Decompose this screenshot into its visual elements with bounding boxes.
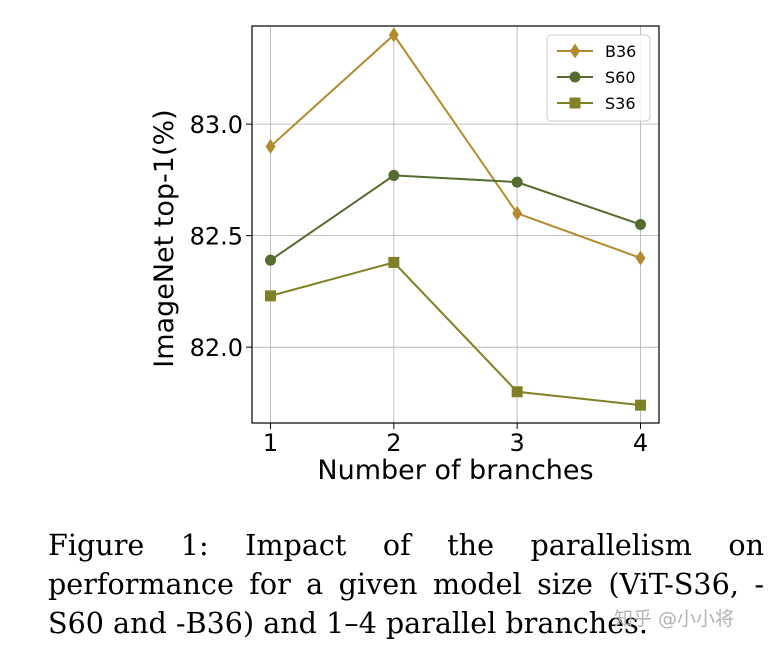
watermark: 知乎 @小小将 <box>614 608 735 630</box>
data-point-s36 <box>265 290 276 302</box>
y-axis-label: ImageNet top-1(%) <box>149 109 180 367</box>
data-point-b36 <box>635 250 646 266</box>
x-tick-label: 4 <box>633 429 648 457</box>
data-point-s60 <box>511 176 523 188</box>
y-tick-label: 82.0 <box>190 334 243 362</box>
legend-label-s60: S60 <box>605 68 636 87</box>
figure-caption: Figure 1: Impact of the parallelism on p… <box>48 528 764 640</box>
data-point-s60 <box>388 169 400 181</box>
legend: B36 S60 S36 <box>546 34 651 122</box>
data-point-s36 <box>511 386 523 398</box>
data-point-s60 <box>635 219 646 230</box>
data-point-b36 <box>512 205 523 221</box>
series-markers <box>265 27 646 411</box>
legend-marker-s60 <box>569 71 581 83</box>
x-tick-label: 2 <box>386 429 401 457</box>
y-tick-label: 82.5 <box>190 223 243 251</box>
x-tick-label: 3 <box>510 429 525 457</box>
data-point-s36 <box>388 256 400 268</box>
legend-marker-b36 <box>570 43 580 59</box>
legend-label-s36: S36 <box>605 94 636 113</box>
data-point-b36 <box>388 27 399 43</box>
legend-marker-s36 <box>569 97 581 109</box>
axis-ticks: 1 2 3 4 82.0 82.5 83.0 <box>190 111 649 457</box>
series-line-s36 <box>270 261 641 407</box>
y-tick-label: 83.0 <box>190 111 243 139</box>
data-point-s60 <box>265 254 276 266</box>
plot-frame <box>251 25 660 424</box>
data-point-b36 <box>265 138 276 154</box>
x-tick-label: 1 <box>263 429 278 457</box>
series-line-s60 <box>269 174 641 262</box>
legend-label-b36: B36 <box>605 42 636 61</box>
line-chart: 1 2 3 4 82.0 82.5 83.0 Number of branches Imag… <box>149 25 660 486</box>
x-axis-label: Number of branches <box>317 455 593 486</box>
data-point-s36 <box>635 399 646 411</box>
series-lines <box>269 33 641 407</box>
series-line-b36 <box>269 33 641 259</box>
